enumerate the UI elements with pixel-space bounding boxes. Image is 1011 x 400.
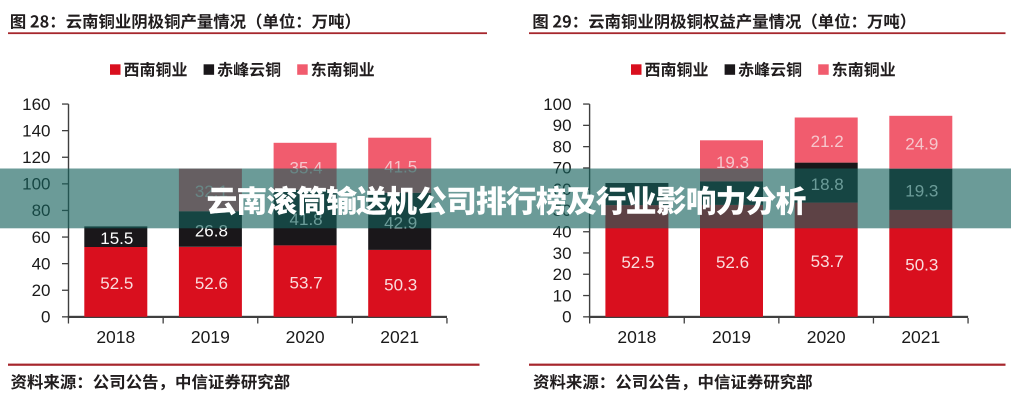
svg-text:50.3: 50.3 [905, 256, 938, 275]
svg-text:24.9: 24.9 [905, 135, 938, 154]
svg-text:0: 0 [562, 308, 571, 327]
svg-text:30: 30 [553, 244, 572, 263]
svg-text:90: 90 [553, 116, 572, 135]
svg-text:2019: 2019 [712, 327, 751, 347]
svg-text:2018: 2018 [96, 327, 135, 347]
svg-text:15.5: 15.5 [100, 229, 133, 248]
svg-text:19.3: 19.3 [716, 153, 749, 172]
svg-text:60: 60 [32, 228, 51, 247]
svg-text:10: 10 [553, 286, 572, 305]
svg-text:53.7: 53.7 [811, 252, 844, 271]
svg-text:2020: 2020 [807, 327, 846, 347]
svg-text:120: 120 [22, 148, 50, 167]
svg-text:52.5: 52.5 [100, 274, 133, 293]
svg-text:52.6: 52.6 [195, 274, 228, 293]
svg-text:20: 20 [32, 281, 51, 300]
svg-text:100: 100 [543, 95, 571, 114]
svg-text:140: 140 [22, 122, 50, 141]
svg-text:53.7: 53.7 [290, 273, 323, 292]
svg-text:2020: 2020 [286, 327, 325, 347]
svg-text:2021: 2021 [380, 327, 419, 347]
svg-text:40: 40 [32, 254, 51, 273]
svg-text:2019: 2019 [191, 327, 230, 347]
svg-text:0: 0 [41, 308, 50, 327]
svg-text:80: 80 [553, 137, 572, 156]
svg-text:52.5: 52.5 [621, 253, 654, 272]
svg-text:2018: 2018 [617, 327, 656, 347]
svg-text:52.6: 52.6 [716, 253, 749, 272]
svg-text:160: 160 [22, 95, 50, 114]
svg-text:2021: 2021 [901, 327, 940, 347]
svg-text:50.3: 50.3 [384, 276, 417, 295]
svg-text:21.2: 21.2 [811, 132, 844, 151]
svg-text:20: 20 [553, 265, 572, 284]
